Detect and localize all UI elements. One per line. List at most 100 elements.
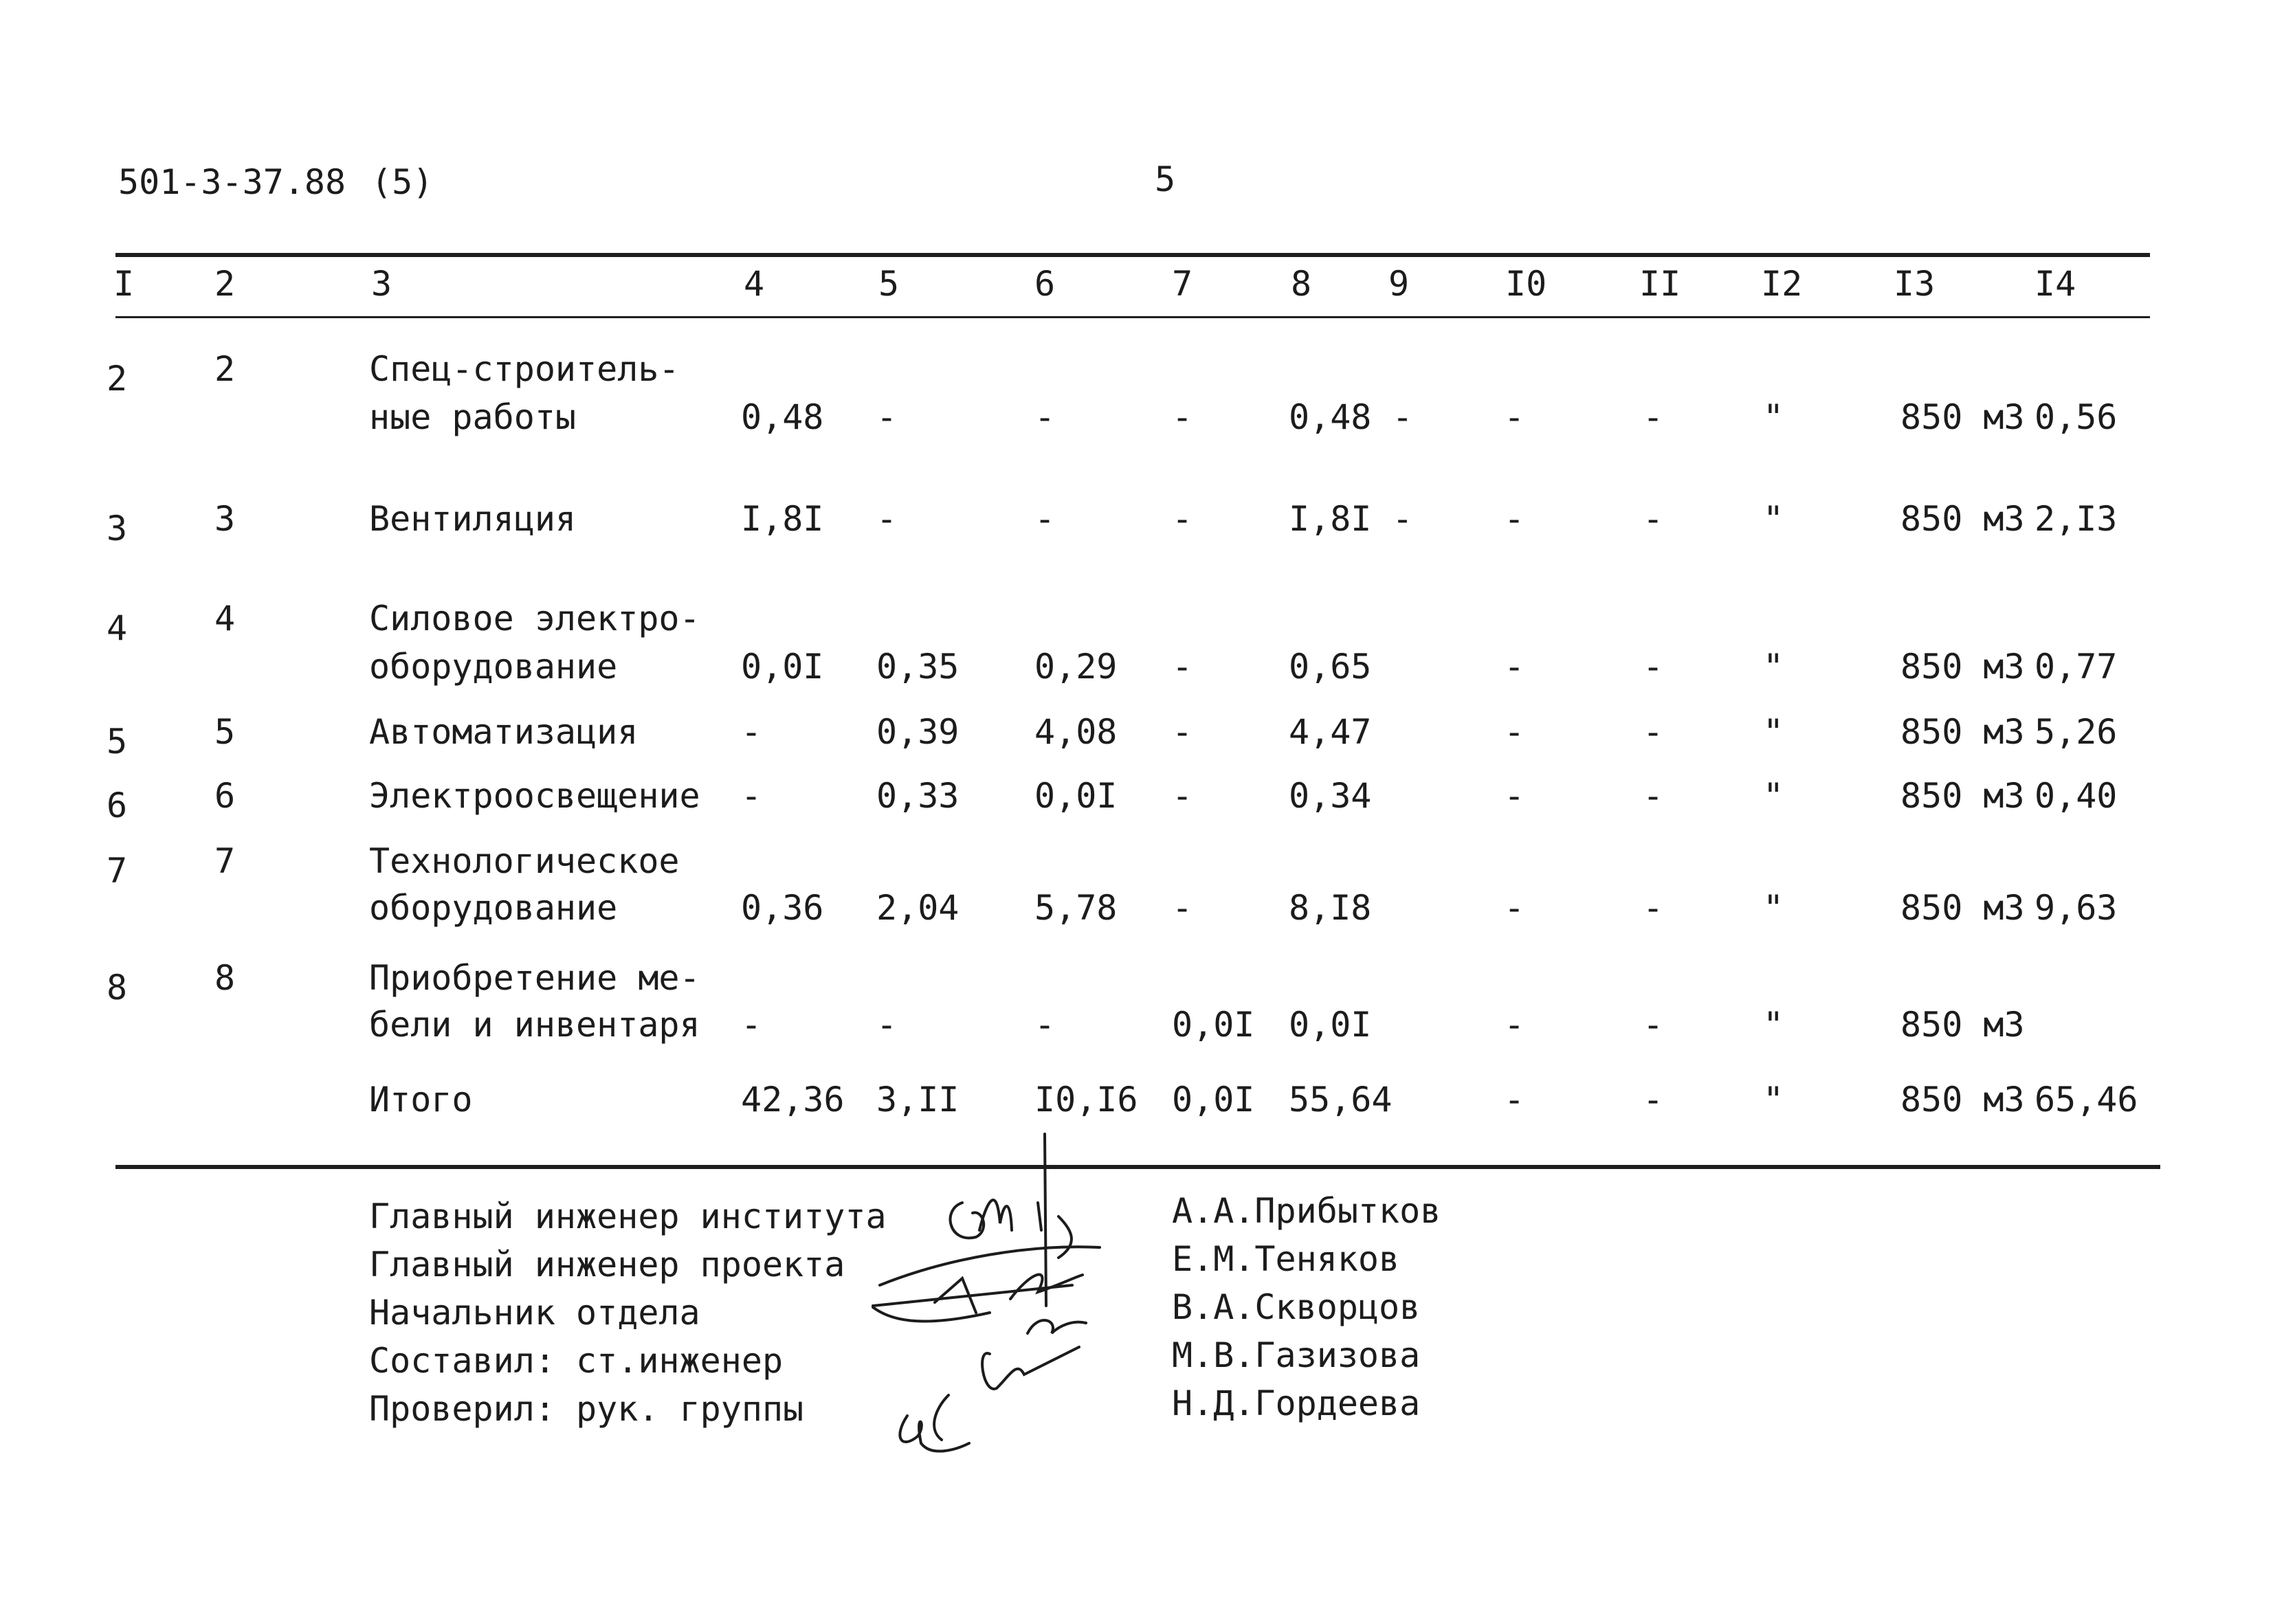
cell-c8: 8,I8 [1289,888,1372,928]
column-number-6: 6 [1034,264,1056,304]
row-index: 3 [107,509,128,548]
cell-c13: 850 м3 [1900,499,2025,539]
cell-c11: - [1643,776,1664,816]
cell-c11: - [1643,499,1664,539]
column-number-13: I3 [1894,264,1936,304]
total-c5: 3,II [876,1080,960,1120]
signatory-role: Составил: ст.инженер [369,1341,784,1381]
cell-c11: - [1643,1005,1664,1045]
column-number-11: II [1639,264,1681,304]
column-number-5: 5 [878,264,900,304]
handwritten-signatures [872,1133,1101,1453]
cell-c5: - [876,499,898,539]
work-name: Приобретение ме- [369,958,700,998]
cell-c7: - [1172,647,1193,687]
total-c13: 850 м3 [1900,1080,2025,1120]
total-c6: I0,I6 [1034,1080,1138,1120]
row-number: 3 [214,499,236,539]
total-c14: 65,46 [2034,1080,2138,1120]
cell-c6: 5,78 [1034,888,1118,928]
row-index: 2 [107,359,128,399]
cell-c7: - [1172,499,1193,539]
cell-c14: 0,40 [2034,776,2118,816]
signatory-name: Е.М.Теняков [1172,1239,1400,1279]
signatory-name: А.А.Прибытков [1172,1191,1441,1231]
cell-c5: 2,04 [876,888,960,928]
row-number: 5 [214,712,236,752]
cell-c7: - [1172,397,1193,437]
row-index: 5 [107,722,128,761]
cell-c13: 850 м3 [1900,397,2025,437]
row-number: 8 [214,958,236,998]
column-number-8: 8 [1291,264,1312,304]
cell-c8: 0,34 [1289,776,1372,816]
cell-c4: 0,0I [741,647,824,687]
row-number: 7 [214,841,236,881]
cell-c13: 850 м3 [1900,776,2025,816]
row-index: 7 [107,851,128,891]
cell-c13: 850 м3 [1900,1005,2025,1045]
cell-c7: - [1172,888,1193,928]
cell-c5: - [876,397,898,437]
cell-c11: - [1643,647,1664,687]
cell-c12: " [1763,888,1784,928]
work-name: Спец-строитель- [369,349,680,389]
signatory-role: Главный инженер проекта [369,1245,845,1284]
cell-c4: I,8I [741,499,824,539]
column-number-12: I2 [1761,264,1803,304]
cell-c11: - [1643,888,1664,928]
work-name: Автоматизация [369,712,639,752]
document-part: (5) [371,162,434,202]
table-bottom-rule [115,1165,2160,1169]
cell-c11: - [1643,712,1664,752]
row-index: 6 [107,786,128,825]
signatory-role: Главный инженер института [369,1197,887,1236]
work-name: Вентиляция [369,499,577,539]
row-index: 4 [107,608,128,648]
work-name-cont: бели и инвентаря [369,1005,700,1045]
total-c7: 0,0I [1172,1080,1255,1120]
row-number: 4 [214,599,236,638]
cell-c14: 2,I3 [2034,499,2118,539]
work-name: Электроосвещение [369,776,700,816]
cell-c13: 850 м3 [1900,647,2025,687]
cell-c13: 850 м3 [1900,888,2025,928]
signatory-role: Начальник отдела [369,1293,700,1333]
cell-c6: - [1034,499,1056,539]
cell-c10: - [1504,776,1525,816]
total-c4: 42,36 [741,1080,845,1120]
cell-c5: - [876,1005,898,1045]
cell-c12: " [1763,712,1784,752]
cell-c7: - [1172,712,1193,752]
cell-c10: - [1504,397,1525,437]
cell-c6: - [1034,1005,1056,1045]
row-number: 6 [214,776,236,816]
column-number-2: 2 [214,264,236,304]
cell-c14: 9,63 [2034,888,2118,928]
column-number-1: I [113,264,135,304]
cell-c6: 0,29 [1034,647,1118,687]
column-number-3: 3 [371,264,392,304]
column-number-9: 9 [1388,264,1410,304]
cell-c14: 5,26 [2034,712,2118,752]
cell-c10: - [1504,712,1525,752]
table-top-rule [115,253,2150,257]
total-c8: 55,64 [1289,1080,1393,1120]
total-c11: - [1643,1080,1664,1120]
column-number-4: 4 [744,264,765,304]
cell-c11: - [1643,397,1664,437]
cell-c12: " [1763,397,1784,437]
cell-c5: 0,35 [876,647,960,687]
work-name-cont: оборудование [369,647,618,687]
cell-c4: - [741,712,762,752]
cell-c6: - [1034,397,1056,437]
cell-c12: " [1763,499,1784,539]
column-number-14: I4 [2034,264,2076,304]
cell-c6: 0,0I [1034,776,1118,816]
row-number: 2 [214,349,236,389]
cell-c4: 0,36 [741,888,824,928]
signatory-role: Проверил: рук. группы [369,1389,804,1429]
cell-c12: " [1763,776,1784,816]
total-label: Итого [369,1080,473,1120]
cell-c7: - [1172,776,1193,816]
